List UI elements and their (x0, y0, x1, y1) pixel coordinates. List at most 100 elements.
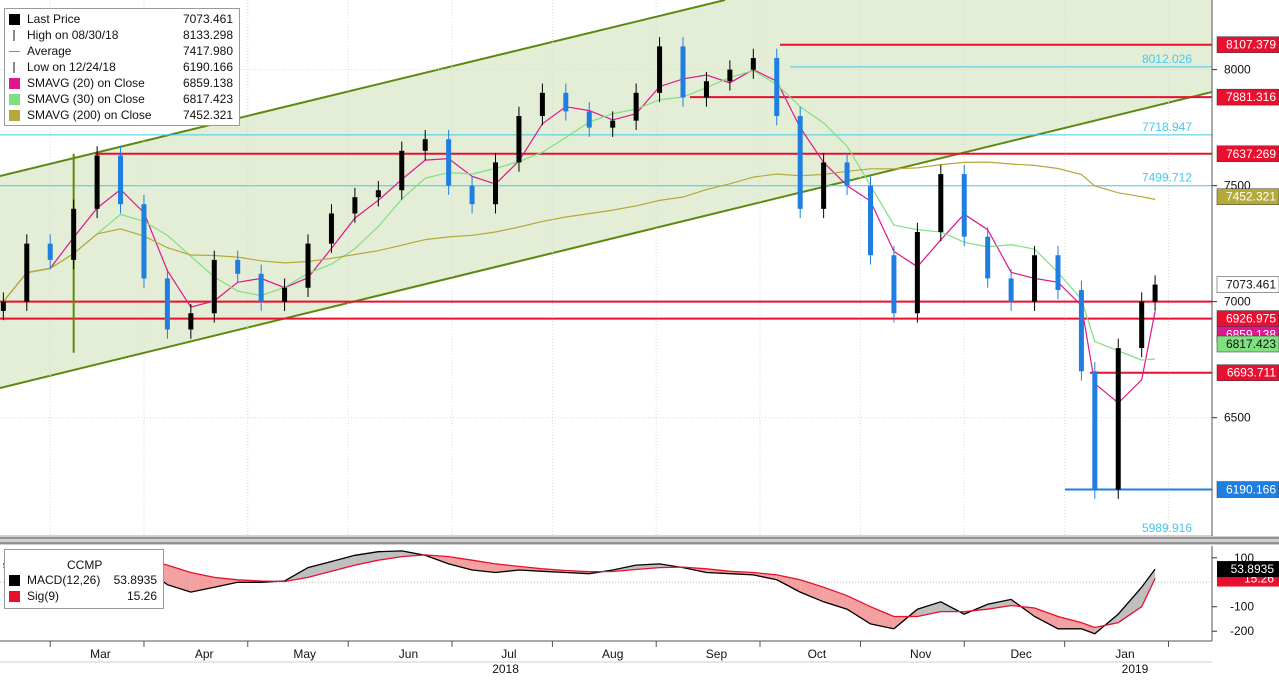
candle-body (0, 301, 6, 311)
candle-body (47, 243, 53, 260)
legend-swatch (9, 94, 20, 105)
legend-label: SMAVG (20) on Close (27, 76, 145, 90)
candle-body (71, 208, 77, 260)
candle-body (844, 162, 850, 186)
level-label: 5989.916 (1142, 521, 1192, 535)
candle-body (891, 255, 897, 314)
candle-body (94, 155, 100, 209)
candle-body (235, 259, 241, 274)
panel-separator (0, 536, 1279, 545)
candle-body (938, 174, 944, 233)
candle-body (680, 46, 686, 98)
macd-fill (1141, 569, 1156, 607)
legend-label: MACD(12,26) (27, 573, 101, 587)
price-panel: 8012.026 7718.947 7499.712 5989.916 (0, 0, 1212, 536)
macd-fill (917, 601, 941, 617)
candle-body (375, 190, 381, 198)
legend-item-high: High on 08/30/18 8133.298 (9, 28, 233, 43)
legend-item-macd: MACD(12,26) 53.8935 (9, 573, 157, 588)
legend-label: SMAVG (30) on Close (27, 92, 145, 106)
macd-fill (167, 565, 191, 593)
candle-body (985, 236, 991, 279)
candle-body (1055, 255, 1061, 291)
panel-separator-bar (0, 536, 1279, 545)
candle-body (657, 46, 663, 93)
candle-body (961, 174, 967, 237)
legend-swatch (9, 575, 20, 586)
candle-body (188, 313, 194, 330)
candle-body (118, 155, 124, 205)
candle-body (610, 120, 616, 128)
legend-swatch (9, 78, 20, 89)
axis-badge (1216, 36, 1279, 53)
x-tick-label: Dec (1010, 647, 1031, 661)
candle-body (328, 213, 334, 244)
legend-label: Low on 12/24/18 (27, 60, 116, 74)
candle-body (352, 197, 358, 214)
candle-body (821, 162, 827, 209)
legend-value: 7417.980 (182, 44, 233, 58)
candle-body (703, 81, 709, 98)
candle-body (586, 111, 592, 128)
x-tick-label: Jun (399, 647, 418, 661)
candle-body (305, 243, 311, 288)
candle-body (867, 185, 873, 256)
legend-item-last-price: Last Price 7073.461 (9, 12, 233, 27)
candle-body (1139, 301, 1145, 349)
macd-signal-line (3, 554, 1156, 629)
level-label: 8012.026 (1142, 52, 1192, 66)
macd-fill (823, 587, 848, 610)
macd-y-tick-label: -100 (1230, 600, 1254, 614)
legend-value: 15.26 (126, 589, 157, 603)
candle-body (750, 58, 756, 70)
axis-badge (1216, 335, 1279, 353)
axis-badge-label: 6926.975 (1226, 312, 1276, 326)
legend-item-smavg30: SMAVG (30) on Close 6817.423 (9, 92, 233, 107)
legend-label: SMAVG (200) on Close (27, 108, 152, 122)
price-legend: Last Price 7073.461 High on 08/30/18 813… (4, 8, 240, 126)
x-year-label: 2019 (1122, 662, 1149, 676)
candle-body (258, 273, 264, 302)
candle-body (1092, 371, 1098, 490)
x-tick-label: Mar (90, 647, 111, 661)
candle-body (211, 259, 217, 314)
legend-value: 6190.166 (182, 60, 233, 74)
axis-badge-label: 6693.711 (1227, 366, 1276, 380)
x-tick-label: Sep (706, 647, 728, 661)
legend-label: Average (27, 44, 72, 58)
legend-label: Sig(9) (27, 589, 60, 603)
x-tick-label: Oct (808, 647, 827, 661)
axis-badge (1216, 276, 1279, 293)
legend-value: 8133.298 (182, 28, 233, 42)
macd-line (3, 549, 1156, 635)
axis-badge-label: 6190.166 (1226, 483, 1276, 497)
axis-badge (1216, 88, 1279, 106)
x-tick-label: Apr (195, 647, 214, 661)
macd-fill (1081, 622, 1095, 634)
x-tick-label: Jan (1115, 647, 1134, 661)
legend-item-low: Low on 12/24/18 6190.166 (9, 60, 233, 75)
macd-fill (1034, 608, 1058, 629)
level-label: 7499.712 (1142, 171, 1192, 185)
axis-badge (1216, 188, 1279, 205)
x-tick-label: Aug (602, 647, 623, 661)
level-label: 7718.947 (1142, 120, 1192, 134)
legend-swatch (9, 14, 20, 25)
candle-body (446, 139, 452, 186)
macd-axis-badge (1217, 561, 1279, 578)
candle-body (539, 92, 545, 117)
y-tick-label: 8000 (1224, 63, 1251, 77)
y-tick-label: 6500 (1224, 411, 1251, 425)
legend-item-smavg200: SMAVG (200) on Close 7452.321 (9, 108, 233, 123)
low-marker-icon (13, 62, 15, 73)
candle-body (164, 278, 170, 330)
x-year-label: 2018 (492, 662, 519, 676)
legend-value: 6817.423 (182, 92, 233, 106)
candle-body (1078, 290, 1084, 372)
axis-badge-label: 7452.321 (1226, 190, 1276, 204)
axis-badge-label: 6817.423 (1226, 337, 1276, 351)
candle-body (1008, 278, 1014, 302)
y-tick-label: 7000 (1224, 295, 1251, 309)
legend-value: 7452.321 (182, 108, 233, 122)
